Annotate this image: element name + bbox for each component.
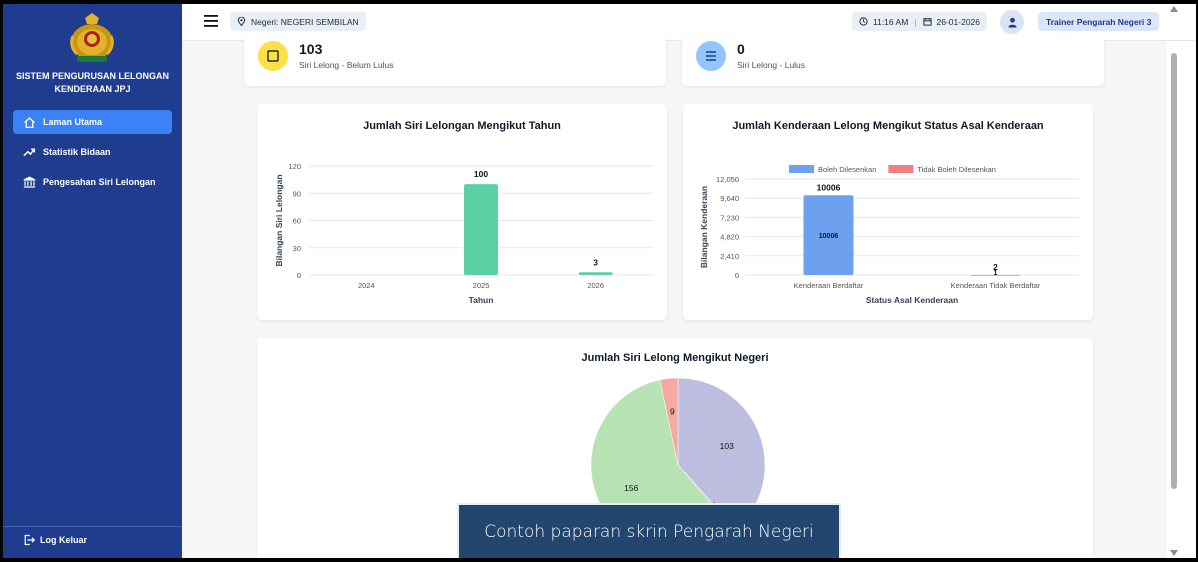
stat-label: Siri Lelong - Lulus (737, 60, 806, 70)
y-axis-label: Bilangan Siri Lelongan (274, 174, 284, 266)
total-label: 2 (993, 262, 998, 272)
clock-icon (859, 17, 868, 26)
bank-icon (23, 176, 36, 188)
sidebar-item-pengesahan-siri-lelongan[interactable]: Pengesahan Siri Lelongan (13, 170, 172, 194)
chart-title: Jumlah Siri Lelong Mengikut Negeri (581, 352, 769, 364)
sidebar-item-label: Laman Utama (43, 117, 103, 127)
data-label: 100 (474, 169, 488, 179)
slice-label: 103 (720, 441, 734, 451)
datetime-separator: | (914, 16, 917, 27)
caption-banner: Contoh paparan skrin Pengarah Negeri (457, 503, 841, 558)
location-pin-icon (237, 17, 246, 26)
trending-up-icon (23, 148, 36, 156)
y-tick-label: 4,820 (720, 233, 739, 242)
chart-card-negeri: Jumlah Siri Lelong Mengikut Negeri 10311… (257, 338, 1093, 558)
pie-slice (659, 377, 679, 466)
bar-chart-status: 0 2,410 4,820 7,230 9,640 12,050 Boleh Dilesen… (699, 165, 1079, 305)
sidebar: SISTEM PENGURUSAN LELONGAN KENDERAAN JPJ… (3, 4, 182, 558)
y-tick-label: 2,410 (720, 252, 739, 261)
logout-button[interactable]: Log Keluar (23, 534, 87, 546)
x-axis-label: Tahun (469, 295, 494, 305)
y-tick-label: 60 (293, 217, 301, 226)
user-icon (1007, 17, 1017, 28)
y-tick-label: 12,050 (716, 175, 739, 184)
state-chip: Negeri: NEGERI SEMBILAN (230, 12, 366, 31)
jpj-logo (70, 13, 114, 62)
square-icon (267, 50, 279, 62)
y-tick-label: 7,230 (720, 213, 739, 222)
logout-label: Log Keluar (40, 535, 88, 545)
legend-label: Boleh Dilesenkan (818, 165, 876, 174)
datetime-chip: 11:16 AM | 26-01-2026 (852, 12, 987, 31)
stat-label: Siri Lelong - Belum Lulus (299, 60, 394, 70)
scroll-up-arrow-icon[interactable] (1170, 6, 1178, 12)
state-label: Negeri: NEGERI SEMBILAN (251, 16, 359, 27)
bar-segment (970, 274, 1021, 276)
sidebar-item-laman-utama[interactable]: Laman Utama (13, 110, 172, 134)
legend-label: Tidak Boleh Dilesenkan (917, 165, 996, 174)
stat-icon-circle (258, 41, 288, 71)
app-frame: SISTEM PENGURUSAN LELONGAN KENDERAAN JPJ… (3, 4, 1196, 558)
legend-swatch (789, 165, 814, 173)
bar-segment (803, 195, 854, 275)
x-tick-label: 2024 (358, 281, 375, 290)
stat-card-lulus: 0 Siri Lelong - Lulus (682, 34, 1104, 86)
y-tick-label: 120 (288, 162, 301, 171)
scroll-down-arrow-icon[interactable] (1170, 550, 1178, 556)
time-text: 11:16 AM (873, 16, 909, 27)
sidebar-item-label: Statistik Bidaan (43, 147, 111, 157)
slice-label: 156 (624, 483, 638, 493)
user-name-chip[interactable]: Trainer Pengarah Negeri 3 (1038, 12, 1160, 31)
stat-icon-circle (696, 41, 726, 71)
date-text: 26-01-2026 (936, 16, 980, 27)
bar (464, 184, 498, 275)
list-icon (706, 51, 716, 61)
x-tick-label: 2025 (473, 281, 490, 290)
hamburger-menu-icon[interactable] (204, 15, 218, 27)
calendar-icon (922, 17, 932, 26)
chart-title: Jumlah Siri Lelongan Mengikut Tahun (363, 120, 561, 132)
x-axis-label: Status Asal Kenderaan (866, 295, 958, 305)
x-tick-label: Kenderaan Berdaftar (794, 281, 864, 290)
total-label: 10006 (817, 182, 841, 192)
y-tick-label: 9,640 (720, 194, 739, 203)
stat-card-belum-lulus: 103 Siri Lelong - Belum Lulus (244, 34, 666, 86)
avatar[interactable] (1000, 10, 1024, 34)
logout-icon (24, 534, 35, 546)
y-axis-label: Bilangan Kenderaan (699, 186, 709, 268)
chart-card-status: Jumlah Kenderaan Lelong Mengikut Status … (683, 104, 1093, 320)
stat-value: 103 (299, 41, 323, 57)
sidebar-item-statistik-bidaan[interactable]: Statistik Bidaan (13, 140, 172, 164)
y-tick-label: 90 (293, 189, 301, 198)
sidebar-divider (3, 526, 182, 527)
system-title: SISTEM PENGURUSAN LELONGAN KENDERAAN JPJ (15, 71, 169, 94)
y-tick-label: 30 (293, 244, 301, 253)
bar (578, 272, 613, 275)
bar-chart-tahun: 0 30 60 90 120 2024 2025 100 2026 3 Tahun Bilangan … (274, 162, 653, 305)
home-icon (24, 116, 35, 128)
y-tick-label: 0 (297, 271, 301, 280)
data-label: 3 (593, 257, 598, 267)
x-tick-label: 2026 (587, 281, 604, 290)
inner-label: 1 (994, 270, 998, 277)
stat-value: 0 (737, 41, 745, 57)
legend-swatch (888, 165, 914, 173)
y-tick-label: 0 (735, 271, 739, 280)
x-tick-label: Kenderaan Tidak Berdaftar (951, 281, 1041, 290)
chart-title: Jumlah Kenderaan Lelong Mengikut Status … (732, 120, 1044, 132)
chart-card-tahun: Jumlah Siri Lelongan Mengikut Tahun 0 30 6… (257, 104, 667, 320)
scrollbar-thumb[interactable] (1171, 53, 1177, 489)
inner-label: 10006 (819, 233, 839, 240)
slice-label: 9 (670, 406, 675, 416)
sidebar-item-label: Pengesahan Siri Lelongan (43, 177, 156, 187)
